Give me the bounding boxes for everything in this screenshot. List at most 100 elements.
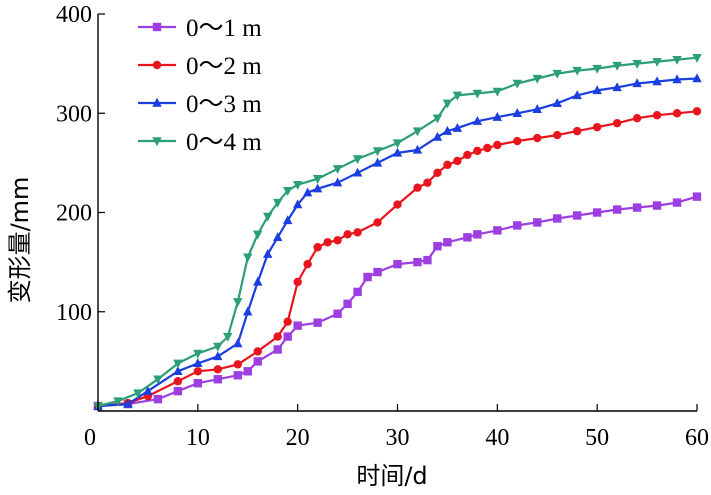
legend-entry: 0～2 m bbox=[138, 53, 262, 80]
data-point bbox=[592, 64, 602, 74]
series-3 bbox=[93, 73, 702, 410]
x-tick-label: 20 bbox=[286, 425, 310, 451]
data-point bbox=[453, 156, 462, 166]
data-point bbox=[352, 167, 363, 177]
data-point bbox=[243, 253, 253, 263]
data-point bbox=[193, 349, 203, 359]
legend-label: 0～1 m bbox=[186, 15, 262, 42]
data-point bbox=[452, 122, 463, 132]
data-point bbox=[592, 208, 602, 217]
data-point bbox=[282, 215, 293, 225]
data-point bbox=[592, 85, 602, 95]
data-point bbox=[312, 183, 323, 193]
data-point bbox=[343, 299, 352, 309]
data-point bbox=[243, 367, 252, 376]
data-point bbox=[573, 211, 582, 220]
data-point bbox=[612, 118, 622, 128]
data-point bbox=[332, 177, 343, 187]
data-point bbox=[432, 131, 443, 141]
y-tick-label: 200 bbox=[56, 201, 92, 227]
data-point bbox=[372, 157, 383, 167]
data-point bbox=[292, 199, 303, 209]
data-point bbox=[273, 332, 282, 341]
data-point bbox=[423, 255, 432, 265]
data-point bbox=[533, 218, 542, 227]
data-point bbox=[553, 214, 562, 223]
data-point bbox=[372, 147, 383, 157]
data-point bbox=[282, 186, 293, 196]
data-point bbox=[492, 87, 503, 97]
data-point bbox=[233, 360, 242, 369]
data-point bbox=[452, 91, 463, 101]
data-point bbox=[512, 79, 522, 89]
data-point bbox=[532, 104, 542, 113]
data-point bbox=[293, 277, 302, 287]
data-point bbox=[692, 192, 702, 201]
data-point bbox=[392, 139, 403, 149]
data-point bbox=[552, 98, 562, 108]
data-point bbox=[173, 377, 183, 386]
data-point bbox=[223, 332, 233, 342]
legend-entry: 0～4 m bbox=[138, 129, 262, 156]
series-layer bbox=[93, 53, 702, 412]
legend-label: 0～3 m bbox=[186, 91, 262, 118]
data-point bbox=[323, 238, 332, 247]
data-point bbox=[433, 242, 442, 251]
data-point bbox=[473, 230, 482, 239]
data-point bbox=[213, 342, 223, 352]
x-tick-label: 30 bbox=[386, 425, 410, 451]
series-4 bbox=[93, 53, 702, 412]
data-point bbox=[393, 200, 402, 209]
ticks: 0 10 20 30 40 50 60 100 200 300 400 bbox=[56, 2, 709, 451]
data-point bbox=[193, 358, 203, 368]
data-point bbox=[193, 367, 203, 376]
data-point bbox=[672, 74, 682, 84]
data-point bbox=[423, 178, 432, 187]
x-tick-label: 50 bbox=[585, 425, 609, 451]
data-point bbox=[612, 205, 622, 214]
data-point bbox=[672, 109, 682, 118]
data-point bbox=[412, 144, 423, 154]
data-point bbox=[493, 226, 502, 235]
x-tick-label: 0 bbox=[84, 425, 96, 451]
data-point bbox=[513, 221, 522, 230]
data-point bbox=[432, 114, 443, 124]
data-point bbox=[463, 150, 472, 160]
data-point bbox=[113, 397, 123, 407]
data-point bbox=[652, 76, 662, 86]
data-point bbox=[572, 66, 582, 76]
x-tick-label: 60 bbox=[685, 425, 709, 451]
y-tick-label: 100 bbox=[56, 300, 92, 326]
data-point bbox=[443, 160, 452, 170]
data-point bbox=[612, 82, 622, 92]
data-point bbox=[332, 165, 343, 175]
data-point bbox=[313, 243, 322, 252]
data-point bbox=[433, 168, 442, 177]
legend-marker bbox=[152, 97, 162, 107]
data-point bbox=[173, 359, 183, 369]
data-point bbox=[533, 133, 542, 143]
data-point bbox=[173, 386, 183, 396]
legend-label: 0～4 m bbox=[186, 129, 262, 156]
legend-entry: 0～3 m bbox=[138, 91, 262, 118]
data-point bbox=[492, 112, 503, 121]
legend-marker bbox=[152, 22, 162, 32]
data-point bbox=[592, 122, 602, 132]
data-point bbox=[313, 318, 322, 327]
data-point bbox=[483, 143, 492, 153]
data-point bbox=[213, 365, 222, 374]
y-tick-label: 300 bbox=[56, 101, 92, 127]
data-point bbox=[333, 309, 342, 318]
data-point bbox=[253, 347, 262, 356]
data-point bbox=[692, 53, 702, 63]
series-line bbox=[97, 195, 698, 408]
data-point bbox=[213, 375, 222, 384]
data-point bbox=[672, 55, 682, 65]
data-point bbox=[283, 317, 292, 326]
data-point bbox=[513, 136, 522, 146]
data-point bbox=[472, 89, 483, 99]
data-point bbox=[463, 233, 472, 242]
legend-marker bbox=[152, 60, 162, 70]
data-point bbox=[442, 125, 453, 135]
